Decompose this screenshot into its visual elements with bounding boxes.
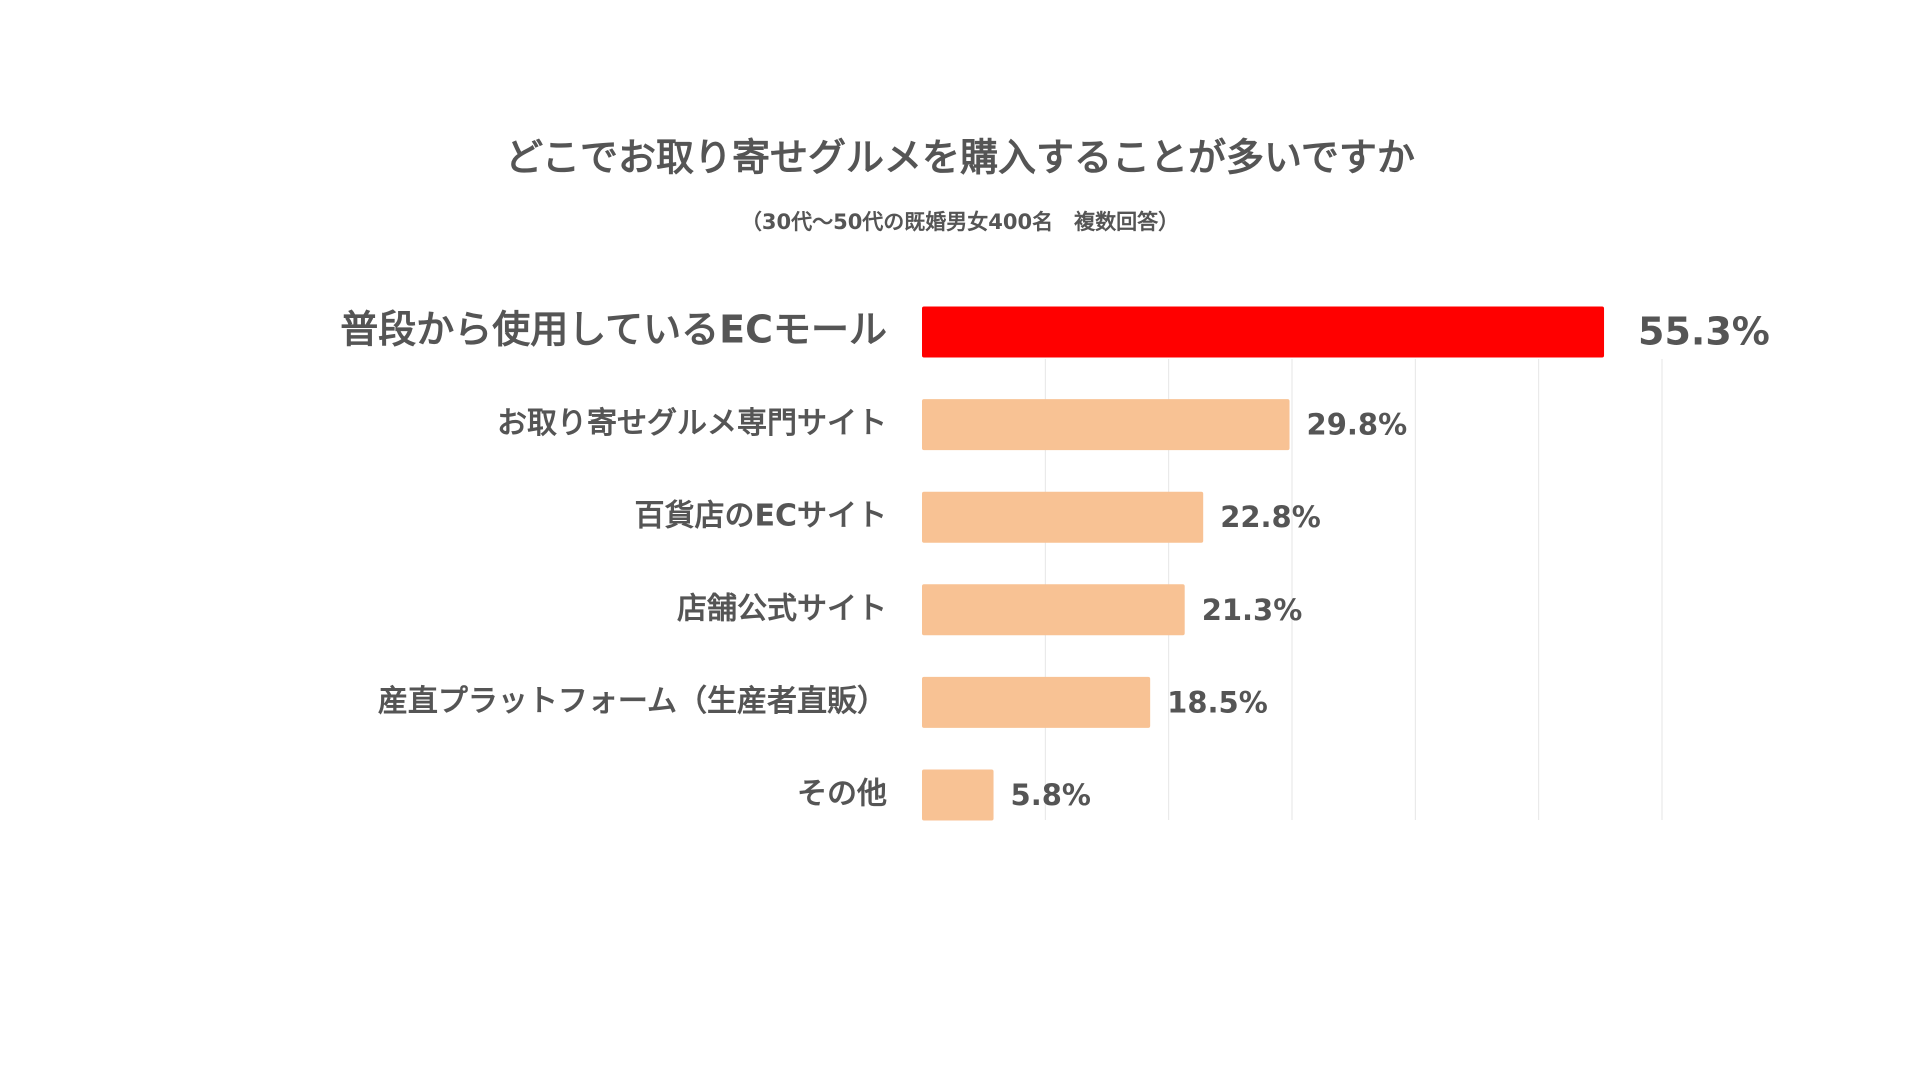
category-label: 産直プラットフォーム（生産者直販） <box>378 684 887 719</box>
bar <box>922 769 994 821</box>
category-label: 普段から使用しているECモール <box>340 308 887 352</box>
value-label: 5.8% <box>1011 778 1091 812</box>
value-label: 55.3% <box>1638 310 1770 354</box>
value-label: 29.8% <box>1307 408 1408 442</box>
value-label: 18.5% <box>1167 685 1268 719</box>
bar <box>922 306 1605 358</box>
category-label: 店舗公式サイト <box>677 591 887 626</box>
category-label: 百貨店のECサイト <box>634 499 887 534</box>
category-label: お取り寄せグルメ専門サイト <box>497 406 887 441</box>
bar <box>922 584 1185 636</box>
bar <box>922 491 1204 543</box>
bar <box>922 676 1151 728</box>
category-label: その他 <box>797 777 887 812</box>
chart-title: どこでお取り寄せグルメを購入することが多いですか <box>505 136 1415 180</box>
value-label: 22.8% <box>1220 500 1321 534</box>
bar <box>922 399 1290 451</box>
value-label: 21.3% <box>1202 593 1303 627</box>
chart-subtitle: （30代〜50代の既婚男女400名 複数回答） <box>741 210 1179 234</box>
